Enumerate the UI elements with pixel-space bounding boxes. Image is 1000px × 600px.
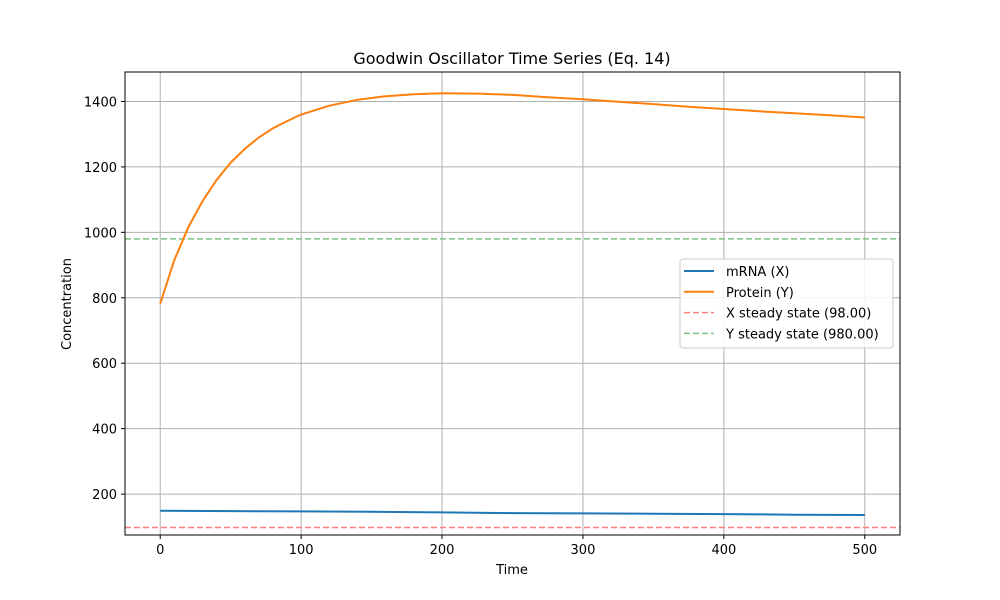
y-tick-label: 1200 (84, 161, 117, 176)
x-tick-label: 100 (289, 543, 314, 558)
legend-label: Y steady state (980.00) (725, 327, 879, 342)
x-tick-label: 0 (156, 543, 164, 558)
y-tick-label: 400 (92, 423, 117, 438)
y-tick-label: 1400 (84, 95, 117, 110)
y-axis-ticks: 200 400 600 800 1000 1200 1400 (84, 95, 125, 503)
x-tick-label: 500 (852, 543, 877, 558)
y-tick-label: 800 (92, 292, 117, 307)
y-axis-label: Concentration (60, 258, 75, 350)
x-tick-label: 400 (711, 543, 736, 558)
y-tick-label: 200 (92, 488, 117, 503)
x-axis-ticks: 0 100 200 300 400 500 (156, 535, 877, 558)
legend-label: mRNA (X) (726, 265, 790, 280)
series-line (160, 509, 865, 516)
chart-title: Goodwin Oscillator Time Series (Eq. 14) (353, 49, 670, 68)
x-axis-label: Time (495, 563, 528, 578)
legend-label: X steady state (98.00) (726, 307, 871, 322)
legend-label: Protein (Y) (726, 286, 794, 301)
x-tick-label: 200 (430, 543, 455, 558)
y-tick-label: 600 (92, 357, 117, 372)
legend-box (679, 258, 894, 349)
series-lines (159, 92, 865, 516)
steady-state-lines (125, 238, 900, 529)
legend: mRNA (X) Protein (Y) X steady state (98.00… (679, 258, 894, 349)
series-line (159, 92, 865, 305)
y-tick-label: 1000 (84, 226, 117, 241)
plot-frame (124, 71, 901, 536)
x-tick-label: 300 (571, 543, 596, 558)
